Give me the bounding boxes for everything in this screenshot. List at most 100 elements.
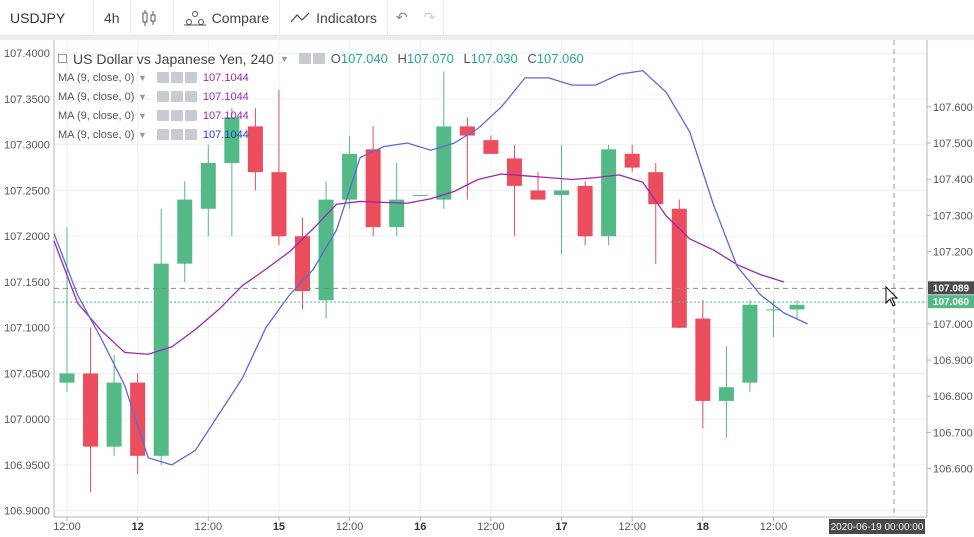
left-axis-tick-label: 107.0500	[4, 368, 50, 380]
crosshair-price-label: 107.089	[933, 283, 970, 294]
time-axis-tick-label: 17	[555, 521, 567, 533]
chevron-down-icon[interactable]: ▼	[138, 129, 147, 140]
gear-icon[interactable]	[170, 91, 183, 102]
indicator-controls	[156, 91, 197, 102]
indicator-value: 107.1044	[202, 90, 249, 103]
right-axis-tick-label: 107.500	[933, 138, 973, 150]
candle-up	[389, 199, 405, 228]
left-axis-tick-label: 107.4000	[4, 48, 50, 60]
compare-button[interactable]: Compare	[174, 0, 281, 36]
gear-icon[interactable]	[170, 110, 183, 121]
candle-down	[247, 126, 263, 173]
legend-main-row: US Dollar vs Japanese Yen, 240 ▼ O107.04…	[58, 49, 590, 68]
candle-up	[718, 387, 734, 401]
left-axis-tick-label: 107.3500	[4, 94, 50, 106]
time-axis-tick-label: 12:00	[195, 521, 223, 533]
interval-button[interactable]: 4h	[94, 0, 131, 36]
candle-down	[483, 140, 499, 154]
candle-down	[577, 185, 593, 237]
symbol-search[interactable]: USDJPY	[0, 0, 94, 36]
gear-icon[interactable]	[312, 53, 325, 64]
left-axis-tick-label: 107.3000	[4, 140, 50, 152]
chart-style-button[interactable]	[131, 0, 174, 36]
eye-icon[interactable]	[298, 53, 311, 64]
candle-up	[766, 309, 781, 311]
indicator-name: MA (9, close, 0)	[58, 109, 135, 122]
time-axis-tick-label: 12:00	[336, 521, 364, 533]
undo-icon: ↶	[395, 9, 408, 25]
candle-up	[554, 190, 570, 196]
candle-down	[365, 149, 381, 228]
right-axis-tick-label: 107.600	[933, 102, 973, 114]
indicator-controls	[156, 72, 197, 83]
chart-legend: US Dollar vs Japanese Yen, 240 ▼ O107.04…	[58, 49, 590, 144]
candle-up	[200, 163, 216, 209]
indicator-name: MA (9, close, 0)	[58, 90, 135, 103]
cursor-date-label: 2020-06-19 00:00:00	[831, 522, 924, 533]
time-axis-tick-label: 12	[132, 521, 144, 533]
right-axis-tick-label: 106.600	[933, 464, 973, 476]
undo-button[interactable]: ↶	[388, 0, 416, 36]
close-label: C	[527, 51, 537, 66]
close-icon[interactable]	[184, 129, 197, 140]
legend-title: US Dollar vs Japanese Yen, 240	[73, 50, 274, 67]
last-price-badge	[928, 295, 974, 309]
close-icon[interactable]	[184, 91, 197, 102]
low-value: 107.030	[470, 51, 518, 66]
candle-down	[695, 318, 711, 401]
compare-icon	[183, 10, 206, 25]
compare-label: Compare	[211, 9, 270, 26]
candle-up	[742, 304, 758, 383]
gear-icon[interactable]	[170, 72, 183, 83]
interval-label: 4h	[104, 9, 120, 26]
chevron-down-icon[interactable]: ▼	[138, 72, 147, 83]
eye-icon[interactable]	[156, 91, 169, 102]
indicators-button[interactable]: Indicators	[280, 0, 388, 36]
crosshair-price-badge	[928, 281, 974, 295]
candle-down	[459, 126, 475, 136]
right-axis-tick-label: 107.300	[933, 210, 973, 222]
legend-indicator-row[interactable]: MA (9, close, 0) ▼ 107.1044	[58, 68, 590, 87]
legend-indicator-row[interactable]: MA (9, close, 0) ▼ 107.1044	[58, 106, 590, 125]
right-axis-tick-label: 107.200	[933, 247, 973, 259]
moving-average-line	[53, 173, 785, 355]
redo-button[interactable]: ↷	[416, 0, 445, 36]
close-icon[interactable]	[184, 72, 197, 83]
chevron-down-icon[interactable]: ▼	[138, 110, 147, 121]
right-axis-tick-label: 106.700	[933, 427, 973, 439]
collapse-legend-icon[interactable]	[58, 54, 67, 63]
candle-up	[412, 195, 428, 197]
right-axis-tick-label: 107.400	[933, 174, 973, 186]
indicators-label: Indicators	[316, 9, 377, 26]
indicators-icon	[290, 12, 310, 22]
candle-down	[671, 208, 687, 328]
left-axis-tick-label: 107.2500	[4, 185, 50, 197]
eye-icon[interactable]	[156, 129, 169, 140]
eye-icon[interactable]	[156, 110, 169, 121]
candle-up	[789, 304, 805, 310]
legend-indicator-row[interactable]: MA (9, close, 0) ▼ 107.1044	[58, 87, 590, 106]
legend-controls	[298, 53, 325, 64]
gear-icon[interactable]	[170, 129, 183, 140]
time-axis-tick-label: 16	[414, 521, 426, 533]
time-axis-tick-label: 12:00	[53, 521, 81, 533]
ohlc-values: O107.040 H107.070 L107.030 C107.060	[331, 51, 590, 66]
candle-down	[506, 158, 522, 186]
close-value: 107.060	[536, 51, 584, 66]
price-chart[interactable]: 107.4000 107.3500 107.3000 107.2500 107.2000…	[0, 40, 974, 537]
chevron-down-icon[interactable]: ▼	[279, 53, 289, 64]
time-axis-tick-label: 15	[273, 521, 285, 533]
open-value: 107.040	[340, 51, 388, 66]
candle-up	[318, 199, 334, 301]
time-axis-tick-label: 12:00	[760, 521, 788, 533]
eye-icon[interactable]	[156, 72, 169, 83]
chevron-down-icon[interactable]: ▼	[138, 91, 147, 102]
left-axis-tick-label: 106.9000	[4, 506, 50, 518]
indicator-name: MA (9, close, 0)	[58, 71, 135, 84]
candle-down	[130, 382, 146, 456]
legend-indicator-row[interactable]: MA (9, close, 0) ▼ 107.1044	[58, 125, 590, 144]
indicator-name: MA (9, close, 0)	[58, 128, 135, 141]
close-icon[interactable]	[184, 110, 197, 121]
right-axis-tick-label: 106.900	[933, 355, 973, 367]
mouse-pointer-icon	[885, 285, 899, 307]
